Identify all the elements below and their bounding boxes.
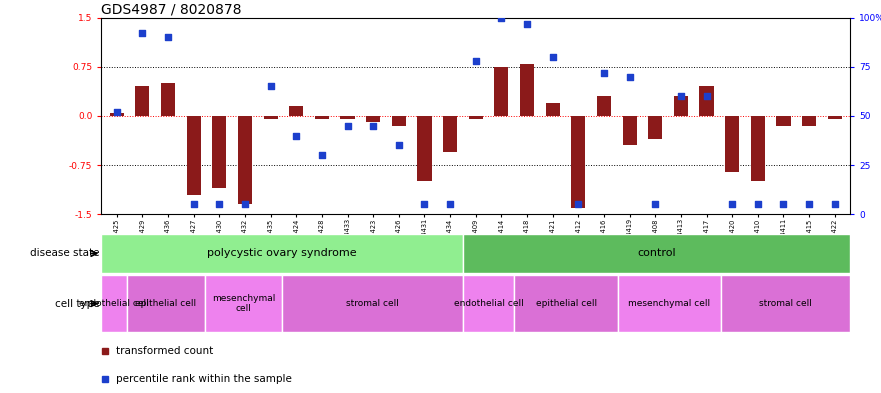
Point (520, 20, 534, 27)
Point (443, 201, 457, 208)
Bar (127, 275, 204, 332)
Bar (463, 275, 515, 332)
Point (751, 201, 765, 208)
Bar (776, 116, 790, 126)
Bar (366, 116, 381, 123)
Point (392, 142, 406, 149)
Point (494, 15, 508, 21)
Bar (315, 116, 329, 119)
Bar (494, 67, 508, 116)
Point (828, 201, 842, 208)
Point (545, 54, 559, 60)
Point (263, 83, 278, 90)
Point (366, 123, 381, 129)
Bar (648, 116, 663, 139)
Bar (721, 275, 850, 332)
Text: endothelial cell: endothelial cell (79, 299, 149, 308)
Point (238, 201, 252, 208)
Bar (545, 103, 559, 116)
Bar (392, 116, 406, 126)
Text: mesenchymal cell: mesenchymal cell (628, 299, 710, 308)
Text: stromal cell: stromal cell (346, 299, 399, 308)
Bar (515, 275, 618, 332)
Text: polycystic ovary syndrome: polycystic ovary syndrome (207, 248, 357, 259)
Text: epithelial cell: epithelial cell (136, 299, 196, 308)
Point (161, 34, 175, 40)
Text: percentile rank within the sample: percentile rank within the sample (116, 374, 292, 384)
Bar (109, 113, 123, 116)
Point (802, 201, 816, 208)
Text: disease state: disease state (30, 248, 100, 259)
Bar (101, 275, 127, 332)
Bar (571, 116, 585, 208)
Bar (101, 234, 463, 273)
Bar (204, 275, 282, 332)
Bar (443, 116, 457, 152)
Bar (597, 96, 611, 116)
Text: stromal cell: stromal cell (759, 299, 812, 308)
Bar (289, 106, 303, 116)
Point (674, 93, 688, 99)
Text: transformed count: transformed count (116, 346, 213, 356)
Point (187, 201, 201, 208)
Bar (418, 116, 432, 182)
Bar (469, 116, 483, 119)
Point (289, 132, 303, 139)
Point (340, 123, 354, 129)
Point (136, 30, 150, 37)
Bar (238, 116, 252, 204)
Text: mesenchymal
cell: mesenchymal cell (211, 294, 275, 313)
Bar (136, 86, 150, 116)
Bar (751, 116, 765, 182)
Point (315, 152, 329, 158)
Point (212, 201, 226, 208)
Bar (340, 116, 354, 119)
Bar (618, 275, 721, 332)
Text: control: control (637, 248, 676, 259)
Point (597, 70, 611, 76)
Point (571, 201, 585, 208)
Point (648, 201, 663, 208)
Bar (802, 116, 816, 126)
Bar (623, 116, 637, 145)
Bar (212, 116, 226, 188)
Point (623, 73, 637, 80)
Text: epithelial cell: epithelial cell (536, 299, 596, 308)
Bar (463, 234, 850, 273)
Text: GDS4987 / 8020878: GDS4987 / 8020878 (101, 2, 241, 17)
Point (700, 93, 714, 99)
Bar (520, 64, 534, 116)
Bar (700, 86, 714, 116)
Bar (263, 116, 278, 119)
Bar (187, 116, 201, 195)
Point (776, 201, 790, 208)
Bar (828, 116, 842, 119)
Point (725, 201, 739, 208)
Text: cell type: cell type (55, 299, 100, 309)
Bar (282, 275, 463, 332)
Bar (674, 96, 688, 116)
Bar (725, 116, 739, 172)
Point (418, 201, 432, 208)
Point (109, 109, 123, 115)
Text: endothelial cell: endothelial cell (454, 299, 523, 308)
Bar (161, 83, 175, 116)
Point (469, 58, 483, 64)
